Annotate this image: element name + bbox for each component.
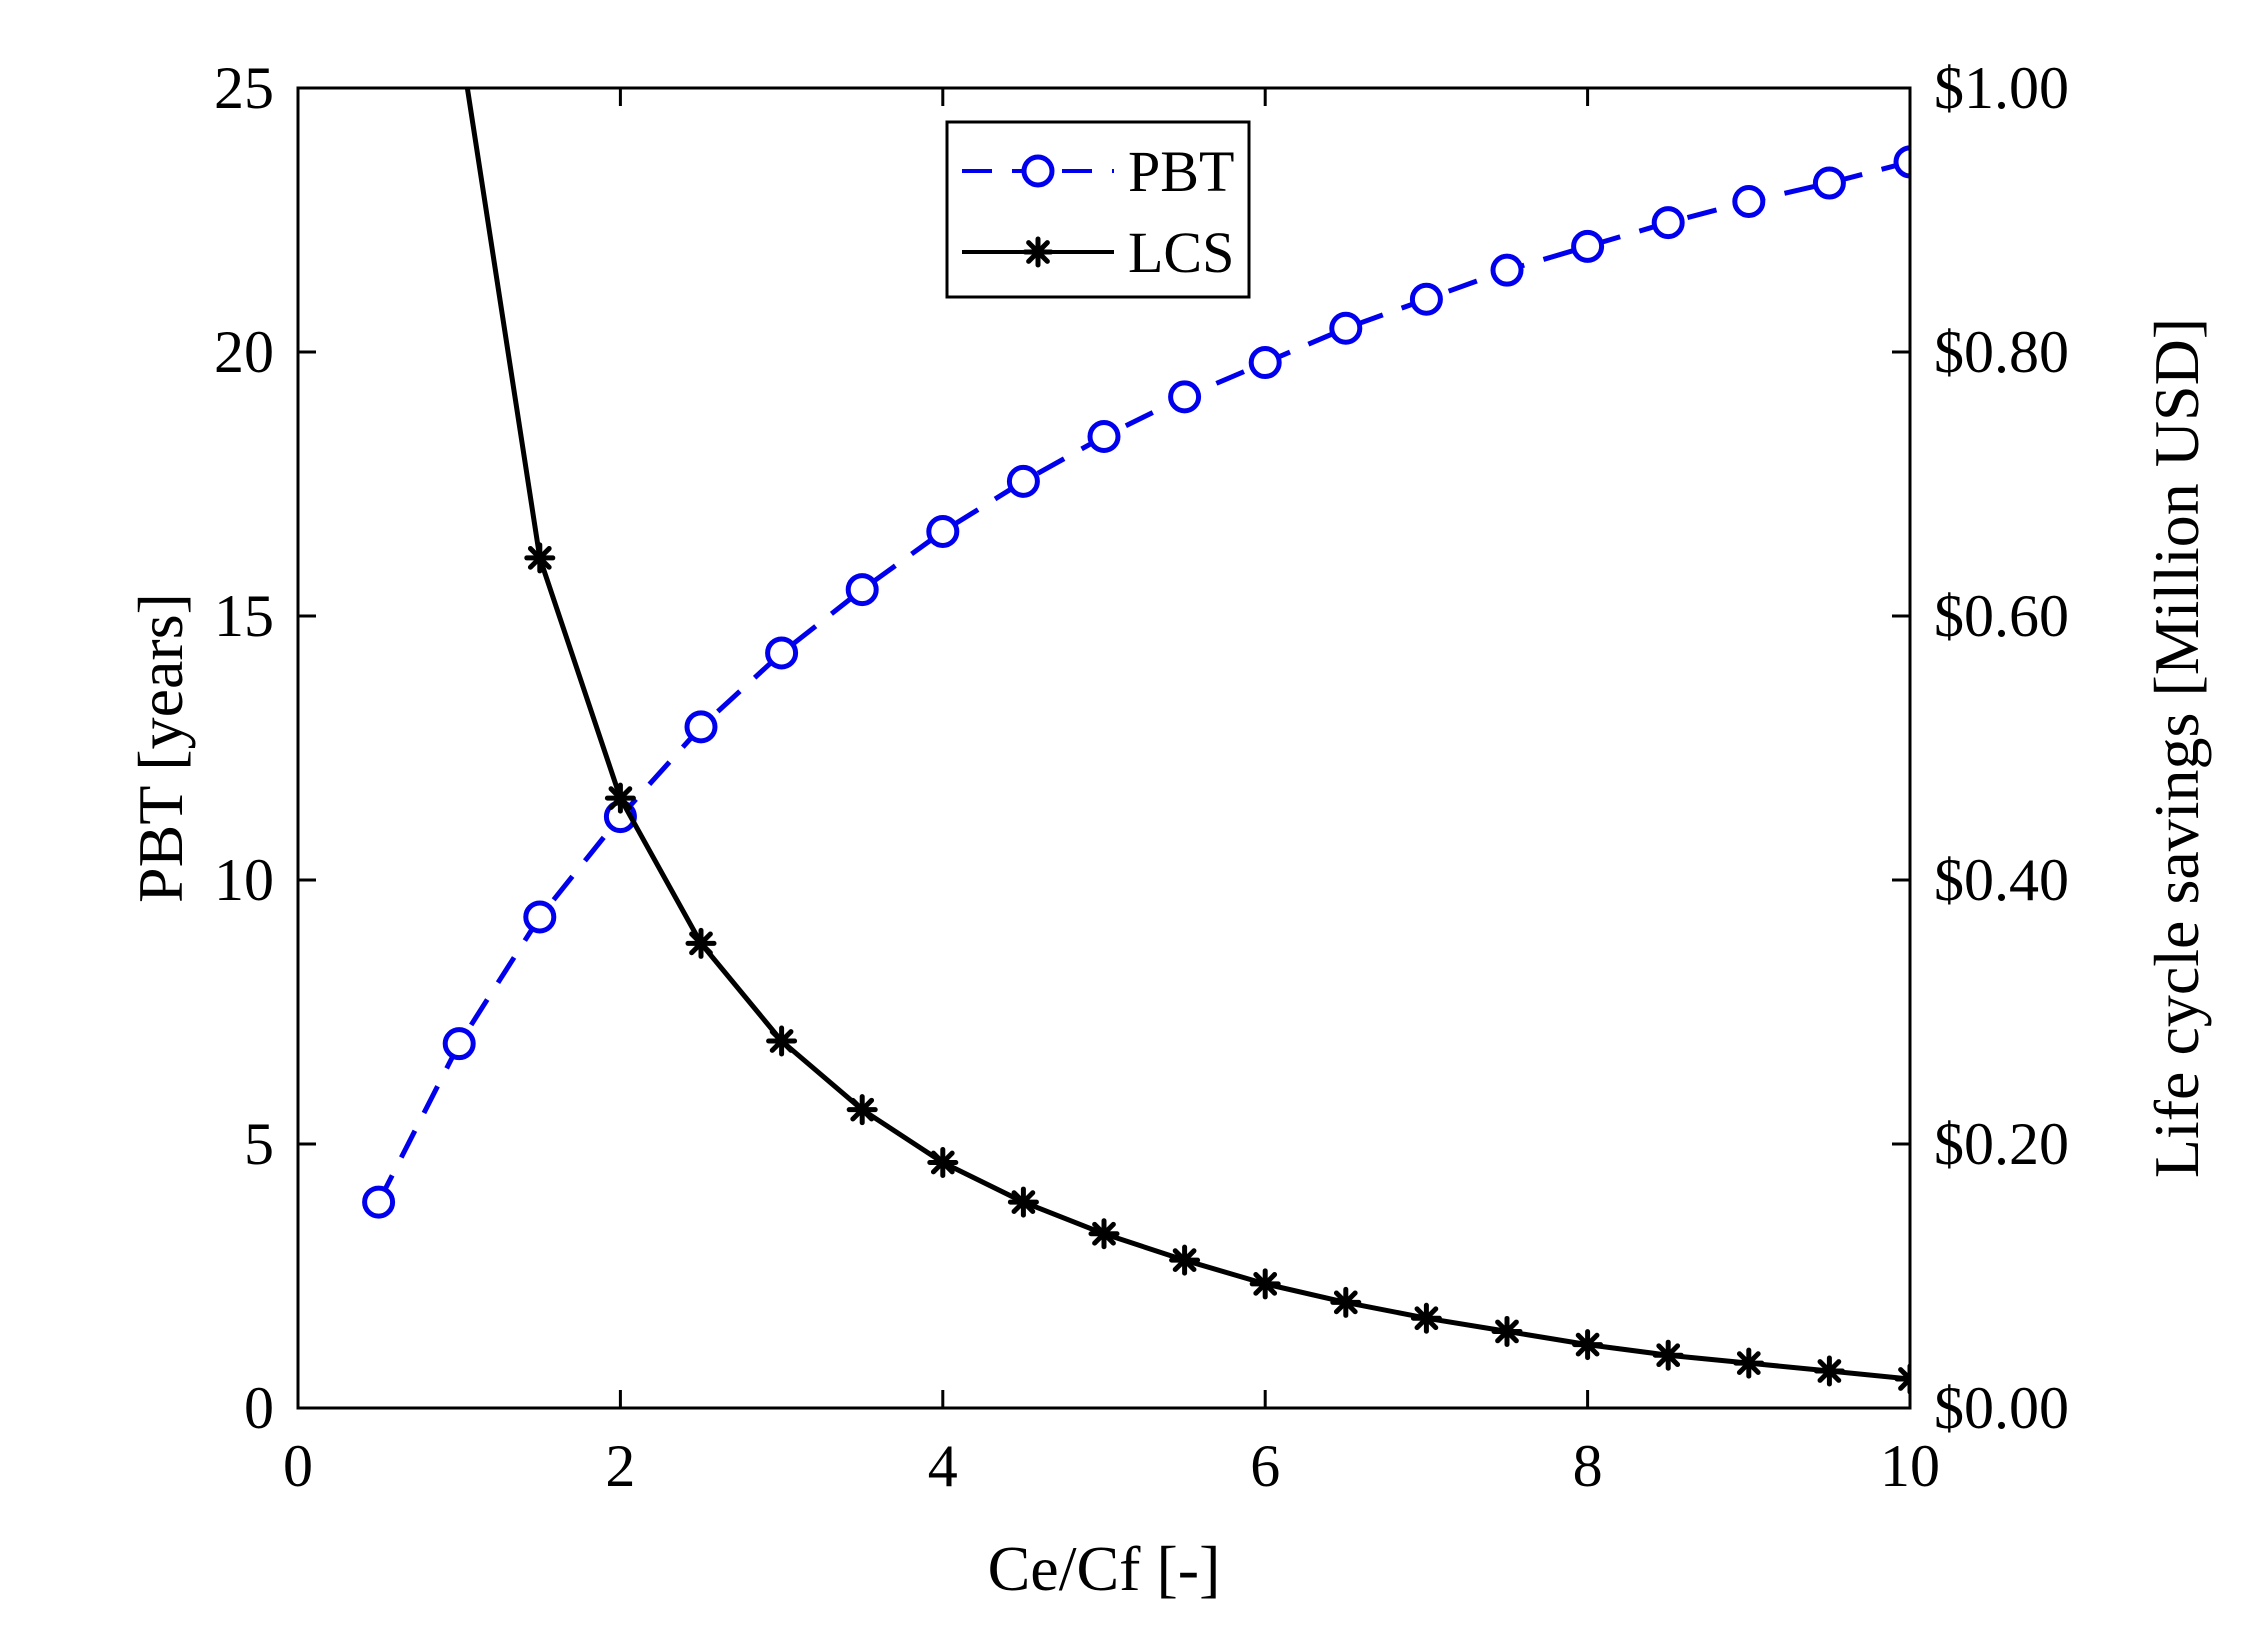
data-point-pbt (845, 573, 879, 607)
data-point-pbt (1893, 145, 1910, 179)
data-point-lcs (524, 542, 556, 574)
y-left-tick-label: 20 (214, 319, 274, 385)
data-point-lcs (766, 1025, 798, 1057)
y-axis-right-title: Life cycle savings [Million USD] (2141, 318, 2212, 1178)
x-tick-label: 10 (1880, 1433, 1940, 1499)
y-right-tick-label: $0.20 (1934, 1111, 2069, 1177)
data-point-lcs (1330, 1286, 1362, 1318)
data-point-lcs (1410, 1302, 1442, 1334)
legend-marker-pbt (1021, 154, 1055, 188)
y-left-tick-label: 0 (244, 1375, 274, 1441)
data-point-pbt (684, 710, 718, 744)
data-point-pbt (765, 636, 799, 670)
legend-marker-lcs (1022, 236, 1054, 268)
series-layer (362, 88, 1910, 1395)
data-point-pbt (1732, 185, 1766, 219)
y-right-tick-label: $0.60 (1934, 583, 2069, 649)
data-point-pbt (1168, 380, 1202, 414)
data-point-pbt (1087, 419, 1121, 453)
data-point-lcs (1249, 1268, 1281, 1300)
data-point-pbt (926, 515, 960, 549)
y-right-tick-label: $1.00 (1934, 55, 2069, 121)
data-point-lcs (846, 1094, 878, 1126)
data-point-pbt (523, 900, 557, 934)
data-point-pbt (1651, 206, 1685, 240)
data-point-lcs (1894, 1363, 1910, 1395)
y-right-tick-label: $0.80 (1934, 319, 2069, 385)
data-point-lcs (1572, 1329, 1604, 1361)
legend: PBT LCS (945, 120, 1251, 299)
data-point-lcs (927, 1146, 959, 1178)
legend-marker-pbt-circle (1021, 154, 1055, 188)
data-point-lcs (1491, 1315, 1523, 1347)
data-point-pbt (442, 1027, 476, 1061)
data-point-lcs (1733, 1347, 1765, 1379)
data-point-pbt (1571, 229, 1605, 263)
data-point-pbt (362, 1185, 396, 1219)
y-right-tick-label: $0.00 (1934, 1375, 2069, 1441)
data-point-lcs (1813, 1355, 1845, 1387)
data-point-pbt (1490, 253, 1524, 287)
x-tick-label: 0 (283, 1433, 313, 1499)
legend-label-lcs: LCS (1128, 220, 1234, 285)
x-tick-label: 8 (1573, 1433, 1603, 1499)
data-point-lcs (1169, 1244, 1201, 1276)
x-tick-label: 2 (605, 1433, 635, 1499)
data-point-lcs (1007, 1186, 1039, 1218)
axes-layer: 0 2 4 6 8 10 0 5 10 15 20 25 $0.00 $0.20 $0.40 $0.60 $0.… (214, 55, 2069, 1499)
data-point-lcs (685, 927, 717, 959)
legend-box (945, 120, 1251, 299)
data-point-pbt (1812, 166, 1846, 200)
y-axis-left-title: PBT [years] (125, 593, 196, 903)
plot-frame (296, 86, 1912, 1410)
data-point-pbt (1409, 282, 1443, 316)
legend-label-pbt: PBT (1128, 139, 1234, 204)
data-point-pbt (1248, 346, 1282, 380)
x-axis-title: Ce/Cf [-] (988, 1533, 1221, 1604)
data-point-lcs (604, 782, 636, 814)
x-tick-label: 6 (1250, 1433, 1280, 1499)
y-right-tick-label: $0.40 (1934, 847, 2069, 913)
data-point-pbt (1006, 464, 1040, 498)
legend-marker-lcs-asterisk (1022, 236, 1054, 268)
data-point-lcs (1088, 1218, 1120, 1250)
y-left-tick-label: 15 (214, 583, 274, 649)
y-left-tick-label: 10 (214, 847, 274, 913)
y-left-tick-label: 5 (244, 1111, 274, 1177)
data-point-lcs (1652, 1339, 1684, 1371)
y-left-tick-label: 25 (214, 55, 274, 121)
x-tick-label: 4 (928, 1433, 958, 1499)
data-point-pbt (1329, 311, 1363, 345)
